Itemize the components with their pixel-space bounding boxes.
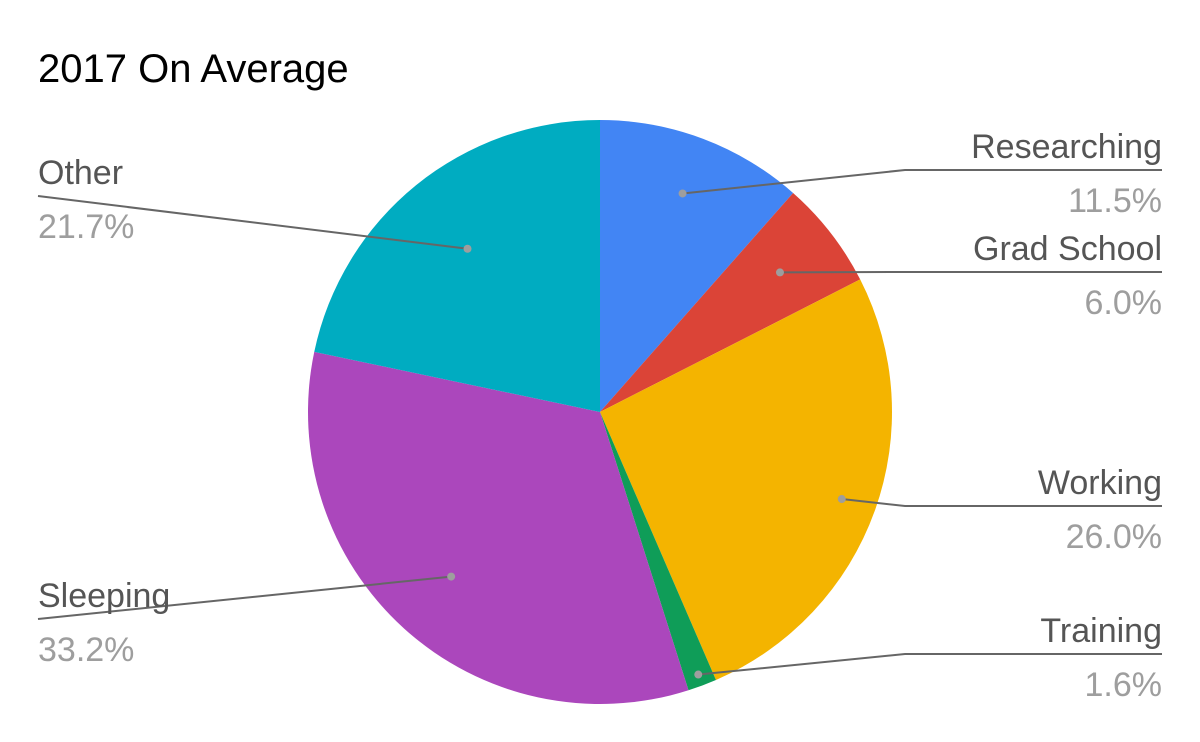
slice-percent-label: 21.7% bbox=[38, 208, 134, 246]
callout-line bbox=[841, 498, 1162, 507]
pie-slice-training bbox=[600, 412, 716, 691]
callout-grad-school: Grad School 6.0% bbox=[775, 230, 1163, 322]
slice-percent-label: 6.0% bbox=[1085, 284, 1163, 322]
callout-dot bbox=[775, 268, 784, 277]
slice-label: Sleeping bbox=[38, 577, 170, 615]
slice-percent-label: 11.5% bbox=[1068, 182, 1162, 220]
pie-callouts: Researching 11.5% Grad School 6.0% Working 26… bbox=[37, 128, 1163, 704]
pie-slice-researching bbox=[600, 120, 794, 412]
slice-label: Other bbox=[38, 154, 123, 192]
callout-line bbox=[37, 195, 468, 250]
callout-line bbox=[698, 653, 1162, 676]
pie-slice-grad-school bbox=[600, 192, 861, 412]
callout-researching: Researching 11.5% bbox=[678, 128, 1162, 220]
callout-line bbox=[37, 575, 452, 620]
slice-percent-label: 26.0% bbox=[1066, 518, 1162, 556]
callout-dot bbox=[678, 189, 687, 198]
slice-label: Grad School bbox=[973, 230, 1162, 268]
slice-percent-label: 33.2% bbox=[38, 631, 134, 669]
pie-slice-sleeping bbox=[308, 351, 689, 704]
callout-sleeping: Sleeping 33.2% bbox=[37, 572, 456, 669]
callout-dot bbox=[463, 244, 472, 253]
callout-other: Other 21.7% bbox=[37, 154, 472, 253]
pie-slice-working bbox=[600, 279, 892, 680]
callout-dot bbox=[837, 495, 846, 504]
callout-dot bbox=[447, 572, 456, 581]
callout-line bbox=[682, 169, 1162, 195]
slice-label: Working bbox=[1038, 464, 1162, 502]
callout-working: Working 26.0% bbox=[837, 464, 1162, 556]
chart-title: 2017 On Average bbox=[38, 47, 349, 91]
slice-percent-label: 1.6% bbox=[1085, 666, 1163, 704]
callout-dot bbox=[694, 670, 703, 679]
slice-label: Training bbox=[1040, 612, 1162, 650]
callout-training: Training 1.6% bbox=[694, 612, 1162, 704]
slice-label: Researching bbox=[971, 128, 1162, 166]
pie-slice-other bbox=[314, 120, 600, 412]
pie-slices bbox=[308, 120, 892, 704]
